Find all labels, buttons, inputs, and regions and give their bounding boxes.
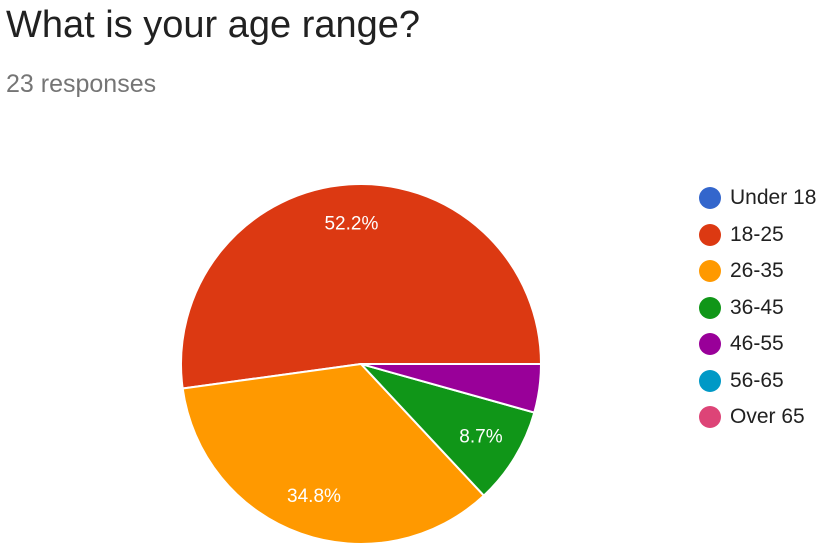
question-title: What is your age range? [6,4,421,46]
legend-swatch [699,406,721,429]
response-count: 23 responses [6,70,157,98]
legend-swatch [699,187,721,210]
pie-chart: 52.2% 34.8% 8.7% [180,183,542,545]
legend-swatch [699,333,721,356]
pie-slice-26-35 [181,363,485,545]
legend: Under 18 18-25 26-35 36-45 46-55 56-65 Over 65 [699,180,816,436]
legend-item-under-18: Under 18 [699,180,816,217]
slice-label-18-25: 52.2% [324,213,378,234]
legend-label: 18-25 [730,222,784,246]
legend-label: 56-65 [730,368,784,392]
legend-item-36-45: 36-45 [699,290,816,327]
legend-label: 26-35 [730,259,784,283]
legend-label: 46-55 [730,332,784,356]
legend-label: Under 18 [730,186,817,210]
legend-item-over-65: Over 65 [699,399,816,436]
legend-item-26-35: 26-35 [699,253,816,290]
legend-item-46-55: 46-55 [699,326,816,363]
legend-item-18-25: 18-25 [699,217,816,254]
legend-swatch [699,223,721,246]
legend-item-56-65: 56-65 [699,363,816,400]
slice-label-26-35: 34.8% [287,486,341,507]
legend-label: Over 65 [730,405,805,429]
legend-swatch [699,296,721,319]
pie-slice-18-25 [180,183,542,390]
legend-swatch [699,260,721,283]
slice-label-36-45: 8.7% [459,426,502,447]
pie-slice-36-45 [360,363,536,497]
legend-swatch [699,369,721,392]
pie-slice-46-55 [360,363,542,414]
legend-label: 36-45 [730,295,784,319]
